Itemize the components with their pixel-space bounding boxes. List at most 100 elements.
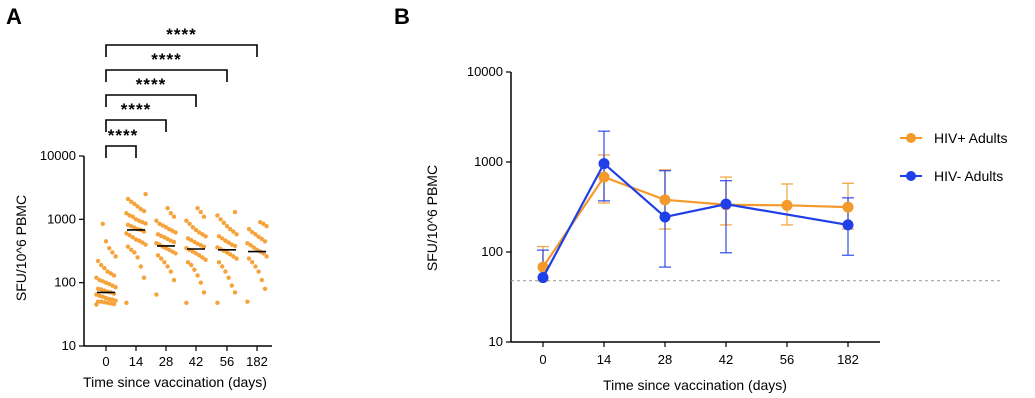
panel-a-data-point [140, 240, 145, 245]
panel-a-data-point [229, 242, 234, 247]
panel-a-x-tick-label: 182 [246, 354, 268, 369]
panel-a-data-point [135, 204, 140, 209]
panel-a-data-point [155, 232, 161, 237]
legend-hiv-neg-label: HIV- Adults [934, 168, 1003, 184]
panel-a-data-point [125, 222, 131, 227]
panel-a-data-point [110, 250, 115, 255]
panel-a-data-point [133, 217, 139, 222]
legend-hiv-neg-marker [906, 171, 916, 181]
panel-a-data-point [171, 277, 177, 283]
panel-b-hiv-pos-data-point [781, 199, 793, 211]
panel-a-data-point [187, 221, 192, 227]
panel-a-x-axis-title: Time since vaccination (days) [83, 374, 267, 390]
panel-a-data-point [138, 206, 143, 212]
panel-a-data-point [113, 254, 118, 259]
panel-a-data-point [231, 254, 236, 259]
legend: HIV+ Adults HIV- Adults [900, 130, 1008, 184]
panel-a-data-point [232, 209, 238, 215]
panel-a-data-point [162, 260, 167, 265]
panel-a-data-point [203, 234, 208, 239]
panel-a-data-point [229, 283, 234, 288]
panel-a-data-point [216, 260, 222, 265]
panel-a-significance-label: **** [151, 50, 181, 69]
panel-a-data-point [200, 255, 205, 260]
panel-a-data-point [226, 275, 231, 280]
panel-a-y-axis-title: SFU/10^6 PBMC [13, 195, 29, 301]
panel-a-data-point [167, 226, 172, 232]
panel-a-data-point [226, 240, 231, 245]
panel-a-data-point [138, 264, 143, 269]
panel-a-data-point [125, 244, 131, 249]
panel-a-data-point [154, 218, 159, 223]
panel-a-data-point [94, 292, 99, 297]
panel-b-hiv-pos-data-point [659, 194, 671, 206]
panel-a-data-point [184, 218, 189, 223]
panel-a-data-point [195, 241, 200, 247]
panel-a-data-point [124, 300, 129, 306]
panel-a-data-point [258, 220, 263, 225]
panel-a-data-point [154, 292, 159, 297]
panel-a-data-point [133, 237, 139, 242]
panel-a-data-point [245, 299, 250, 304]
panel-a-data-point [192, 239, 197, 245]
panel-a-data-point [168, 210, 173, 216]
panel-b-hiv-neg-series-line [542, 161, 849, 279]
panel-a-y-tick-label: 10 [62, 338, 76, 353]
panel-b-plot: 10 100 1000 10000 0 14 28 42 56 182 [467, 64, 1000, 367]
panel-a-data-point [232, 290, 238, 295]
panel-a-data-point [201, 290, 207, 295]
panel-b-y-tick-label: 10 [489, 334, 503, 349]
panel-a-data-point [127, 233, 132, 238]
panel-a-significance-bracket [105, 119, 167, 132]
panel-a-data-point [262, 286, 268, 292]
panel-a-data-point [185, 260, 191, 265]
panel-b-hiv-pos-data-point [537, 261, 549, 273]
panel-a-data-point [184, 300, 189, 306]
panel-a-x-tick-label: 0 [102, 354, 109, 369]
panel-b-hiv-neg-data-point [537, 272, 549, 284]
panel-a-data-point [246, 256, 252, 261]
panel-a-data-point [262, 239, 268, 244]
panel-a-data-point [220, 264, 225, 269]
panel-a-data-point [143, 191, 148, 197]
panel-a-data-point [198, 209, 203, 215]
panel-a-data-point [95, 258, 101, 264]
panel-b-hiv-pos-series-line [542, 175, 849, 268]
panel-a-data-point [132, 250, 137, 255]
panel-a-data-point [157, 221, 162, 227]
panel-a-data-point [105, 269, 110, 274]
panel-a-data-point [248, 243, 253, 248]
panel-a-data-point [141, 275, 147, 280]
panel-a-data-point [124, 231, 129, 236]
panel-a-letter: A [6, 4, 22, 29]
panel-a-data-point [228, 226, 233, 232]
legend-hiv-pos-marker [906, 133, 916, 143]
panel-a-data-point [250, 229, 255, 235]
panel-a-data-point [189, 262, 194, 268]
panel-a-data-point [124, 210, 129, 216]
panel-a-significance-label: **** [166, 25, 196, 44]
panel-a-data-point [165, 205, 170, 211]
panel-a-data-point [215, 300, 220, 306]
panel-a-data-point [256, 234, 261, 239]
panel-a-significance-bracket [105, 44, 258, 57]
panel-a-y-tick-label: 1000 [47, 211, 76, 226]
panel-a-data-point [259, 277, 264, 283]
panel-a-data-point [195, 273, 200, 278]
panel-b-hiv-neg-data-point [659, 211, 671, 223]
panel-a-data-point [228, 252, 233, 257]
panel-a-data-point [102, 265, 107, 271]
panel-a-data-point [143, 242, 148, 247]
panel-a-data-point [195, 205, 200, 211]
panel-a-data-point [127, 213, 132, 218]
panel-a-data-point [220, 236, 225, 241]
panel-a-data-point [129, 199, 134, 204]
panel-a-data-point [97, 277, 102, 283]
panel-b-x-tick-label: 42 [719, 352, 733, 367]
panel-a-data-point [253, 232, 258, 237]
panel-a-data-point [135, 255, 140, 260]
panel-a-data-point [197, 230, 202, 235]
panel-a-data-point [198, 280, 203, 285]
panel-a-data-point [100, 221, 106, 227]
panel-a-significance-label: **** [121, 100, 151, 119]
